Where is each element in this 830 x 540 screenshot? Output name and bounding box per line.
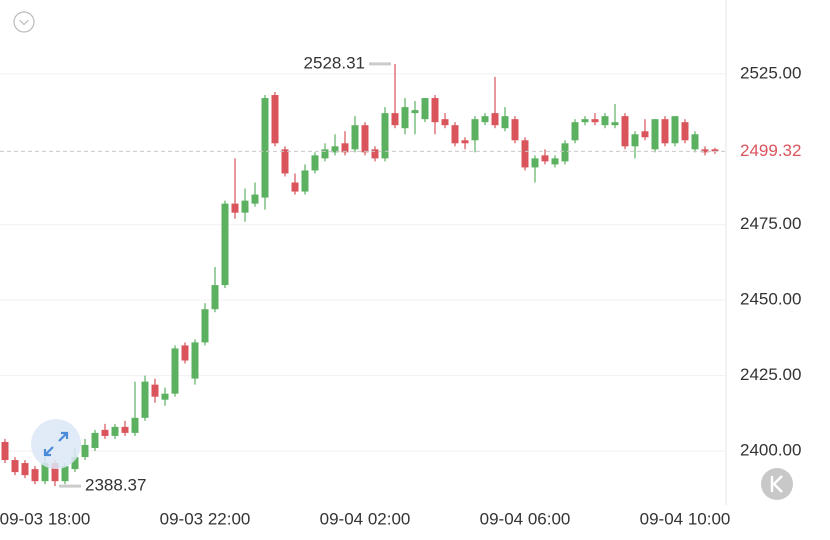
- candle-body: [461, 140, 469, 144]
- candle-body: [671, 116, 679, 144]
- candle-body: [451, 125, 459, 144]
- candle-body: [341, 143, 349, 153]
- candle-body: [571, 122, 579, 141]
- candle-body: [711, 149, 719, 152]
- candle-body: [201, 309, 209, 343]
- candle-body: [331, 146, 339, 153]
- candle-body: [101, 429, 109, 436]
- candle-body: [491, 113, 499, 126]
- candle-body: [41, 463, 49, 482]
- candle-body: [591, 119, 599, 123]
- candle-body: [471, 119, 479, 141]
- candle-body: [21, 463, 29, 476]
- candle-body: [51, 463, 59, 482]
- candle-body: [541, 155, 549, 162]
- candle-body: [561, 143, 569, 162]
- candle-body: [271, 95, 279, 144]
- x-tick-label: 09-04 06:00: [480, 509, 571, 528]
- x-tick-label: 09-03 18:00: [0, 509, 90, 528]
- candle-body: [681, 122, 689, 141]
- candle-body: [431, 98, 439, 123]
- candle-body: [621, 116, 629, 147]
- candle-body: [141, 381, 149, 418]
- candle-body: [481, 116, 489, 123]
- candle-body: [261, 98, 269, 198]
- candle-body: [551, 158, 559, 165]
- candle-body: [251, 194, 259, 204]
- candle-body: [581, 119, 589, 123]
- candle-body: [31, 469, 39, 482]
- candle-body: [401, 107, 409, 129]
- candle-body: [701, 149, 709, 153]
- back-to-latest-button[interactable]: [761, 468, 793, 500]
- candle-body: [501, 116, 509, 129]
- candle-body: [511, 119, 519, 141]
- candle-body: [71, 457, 79, 470]
- candle-body: [311, 155, 319, 171]
- candle-body: [291, 182, 299, 192]
- candle-body: [391, 113, 399, 126]
- candle-body: [11, 460, 19, 473]
- y-tick-label: 2450.00: [740, 290, 801, 309]
- candle-body: [231, 203, 239, 213]
- candle-body: [81, 444, 89, 458]
- y-tick-label: 2475.00: [740, 214, 801, 233]
- candle-body: [121, 426, 129, 433]
- candle-body: [531, 158, 539, 168]
- candle-body: [181, 345, 189, 361]
- x-tick-label: 09-04 02:00: [320, 509, 411, 528]
- candle-body: [421, 98, 429, 120]
- x-tick-label: 09-03 22:00: [160, 509, 251, 528]
- candle-body: [361, 125, 369, 153]
- fullscreen-button[interactable]: [31, 419, 81, 469]
- candle-body: [211, 285, 219, 310]
- min-label: 2388.37: [85, 476, 146, 495]
- candle-body: [381, 113, 389, 159]
- y-tick-label: 2425.00: [740, 365, 801, 384]
- candle-body: [61, 466, 69, 482]
- y-tick-label: 2400.00: [740, 440, 801, 459]
- candle-body: [521, 140, 529, 168]
- candle-body: [631, 134, 639, 147]
- candle-body: [91, 432, 99, 448]
- candle-body: [611, 122, 619, 126]
- collapse-button[interactable]: [13, 11, 35, 33]
- candle-body: [151, 384, 159, 397]
- candle-body: [281, 149, 289, 174]
- candle-body: [161, 393, 169, 400]
- x-tick-label: 09-04 10:00: [640, 509, 731, 528]
- current-price-label: 2499.32: [740, 141, 801, 160]
- candle-body: [1, 441, 9, 461]
- candle-body: [301, 170, 309, 192]
- max-label: 2528.31: [304, 53, 365, 72]
- candle-body: [661, 119, 669, 144]
- candle-body: [241, 200, 249, 213]
- candle-body: [651, 119, 659, 150]
- candle-body: [171, 348, 179, 394]
- candle-body: [601, 116, 609, 126]
- candle-body: [371, 149, 379, 159]
- candle-body: [321, 149, 329, 159]
- candle-body: [441, 119, 449, 126]
- candle-body: [221, 203, 229, 286]
- candle-body: [351, 125, 359, 150]
- candle-body: [111, 426, 119, 436]
- y-tick-label: 2525.00: [740, 63, 801, 82]
- candle-body: [691, 134, 699, 150]
- candle-body: [411, 110, 419, 114]
- candle-body: [191, 342, 199, 379]
- current-price-bg: [728, 139, 828, 164]
- candle-body: [131, 417, 139, 433]
- candle-body: [641, 131, 649, 138]
